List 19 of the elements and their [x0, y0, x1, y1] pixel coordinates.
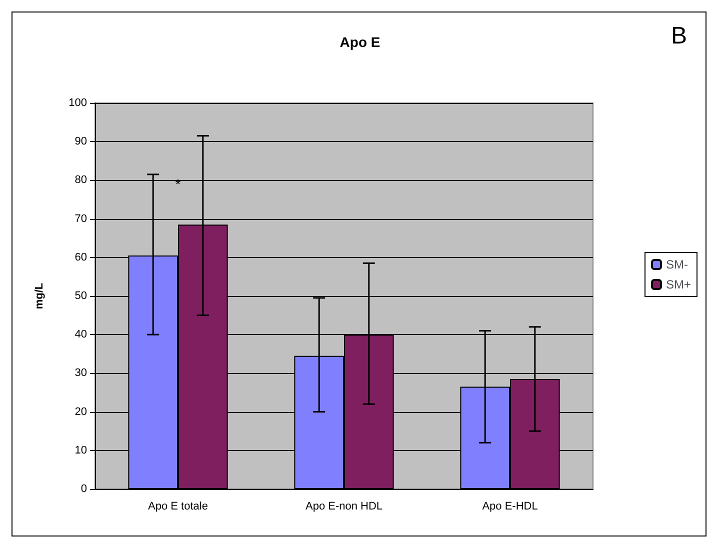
- x-tick-label: Apo E-HDL: [482, 500, 538, 512]
- y-tick-label: 50: [74, 290, 87, 302]
- y-tick-label: 30: [74, 367, 87, 380]
- y-axis-title: mg/L: [34, 282, 46, 310]
- y-tick-label: 0: [80, 483, 87, 495]
- y-tick-label: 100: [68, 97, 87, 109]
- y-tick-label: 80: [74, 174, 87, 186]
- y-tick-label: 10: [74, 444, 87, 456]
- y-tick-label: 20: [74, 406, 87, 418]
- y-tick-label: 70: [74, 212, 87, 225]
- x-tick-label: Apo E totale: [148, 500, 208, 512]
- chart-title: Apo E: [340, 34, 380, 50]
- y-tick-label: 90: [74, 136, 87, 148]
- y-tick-label: 40: [74, 328, 87, 341]
- x-tick-label: Apo E-non HDL: [305, 500, 383, 512]
- legend-label: SM-: [666, 258, 688, 272]
- text: B: [670, 22, 688, 50]
- legend-label: SM+: [666, 278, 692, 292]
- y-tick-label: 60: [74, 251, 87, 264]
